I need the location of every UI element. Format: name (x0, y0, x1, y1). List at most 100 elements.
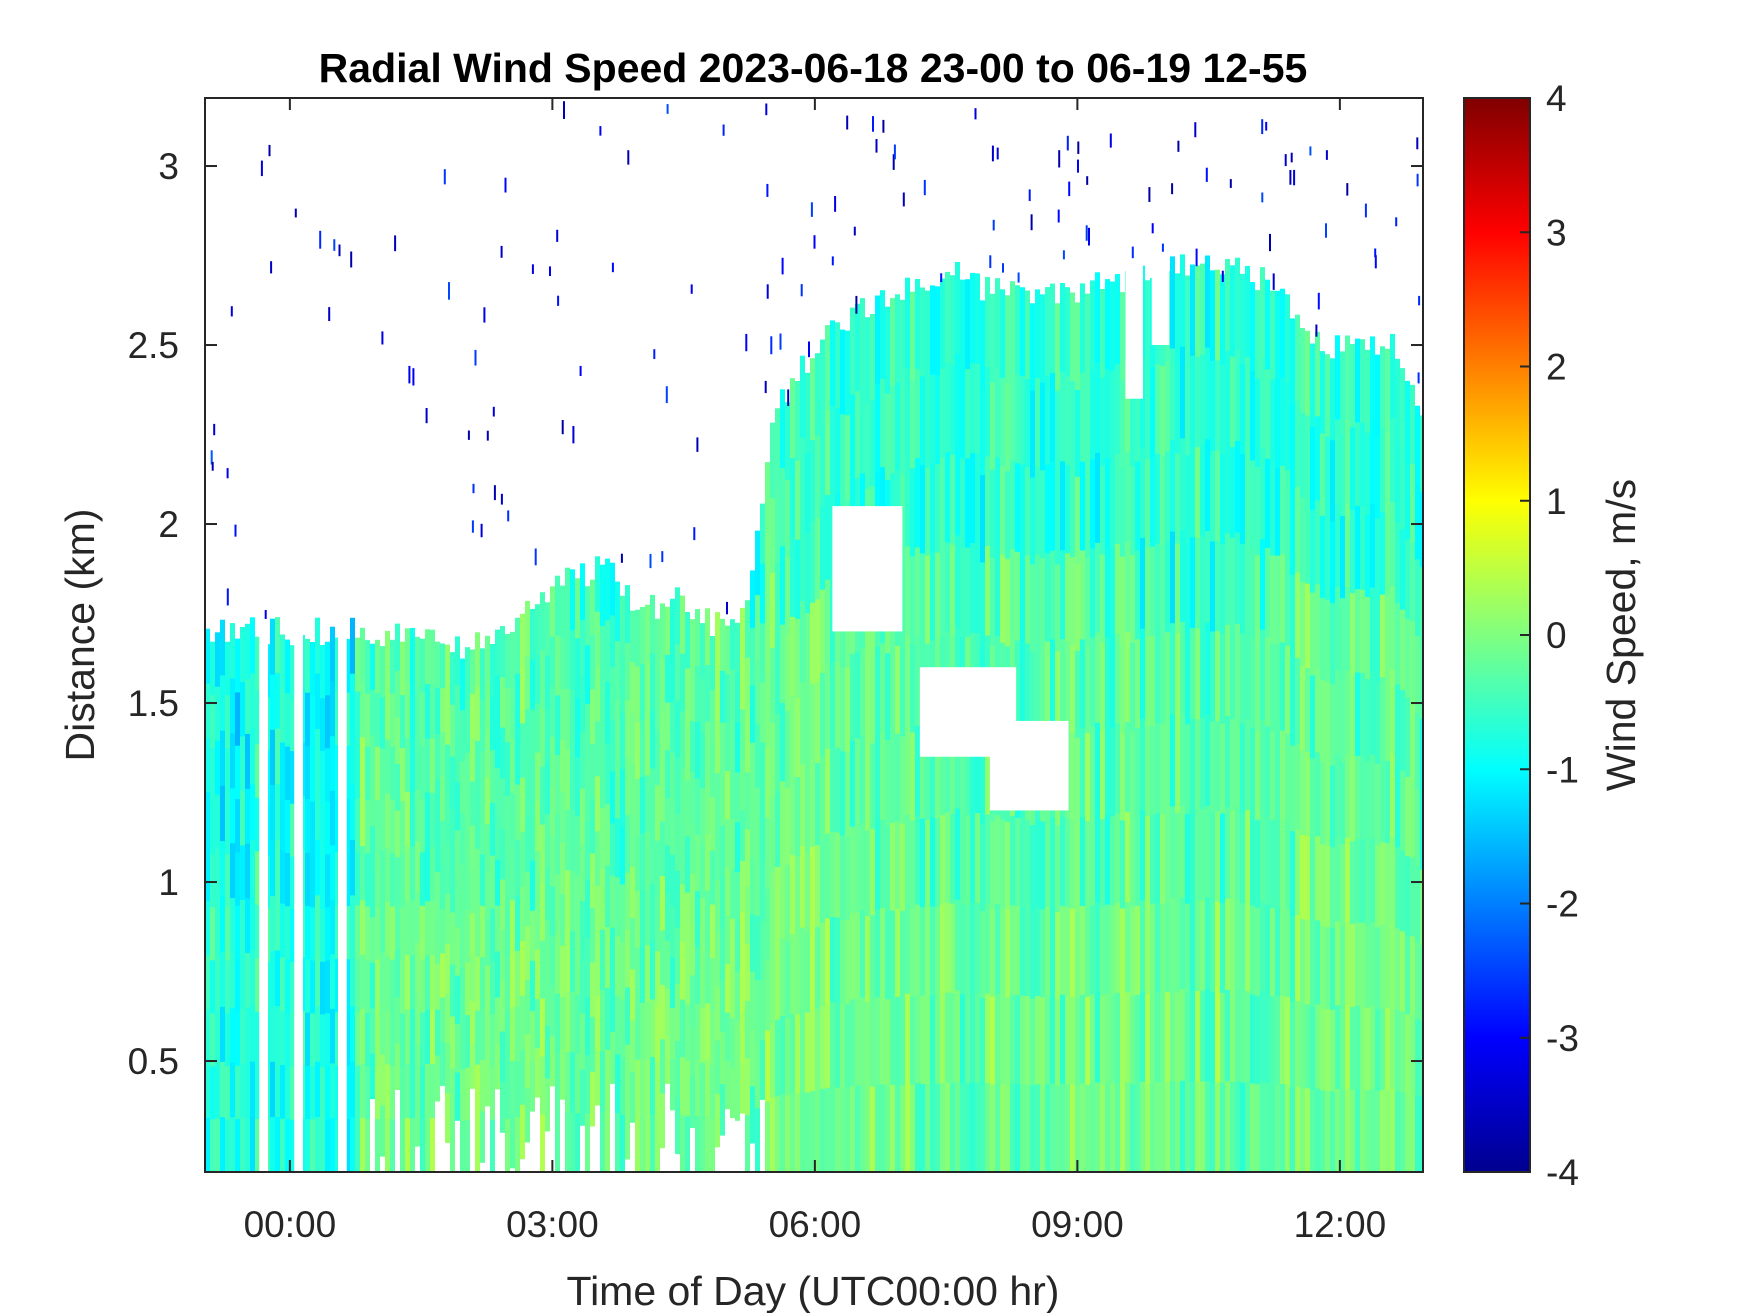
heatmap-cell (1115, 1082, 1120, 1172)
heatmap-cell (395, 903, 400, 951)
heatmap-cell (735, 622, 740, 673)
heatmap-cell (610, 875, 615, 928)
heatmap-cell (225, 906, 230, 961)
heatmap-cell (655, 840, 660, 896)
heatmap-cell (1275, 643, 1280, 732)
heatmap-cell (525, 1033, 530, 1089)
heatmap-cell (555, 754, 560, 815)
heatmap-cell (385, 901, 390, 957)
heatmap-cell (860, 997, 865, 1086)
heatmap-cell (250, 950, 255, 1007)
heatmap-cell (745, 771, 750, 830)
heatmap-cell (955, 1081, 960, 1172)
heatmap-cell (1150, 903, 1155, 994)
heatmap-cell (1190, 264, 1195, 356)
heatmap-cell (595, 556, 600, 612)
heatmap-cell (1420, 566, 1423, 643)
heatmap-cell (1090, 726, 1095, 816)
heatmap-cell (455, 733, 460, 783)
heatmap-cell (765, 604, 770, 676)
heatmap-cell (1220, 812, 1225, 904)
heatmap-cell (575, 993, 580, 1054)
heatmap-cell (1405, 539, 1410, 619)
heatmap-cell (235, 905, 240, 960)
heatmap-cell (710, 1011, 715, 1066)
heatmap-cell (1100, 995, 1105, 1085)
heatmap-cell (1065, 464, 1070, 554)
heatmap-cell (1180, 896, 1185, 989)
heatmap-cell (965, 457, 970, 548)
heatmap-cell (645, 718, 650, 776)
heatmap-cell (460, 915, 465, 968)
heatmap-cell (1000, 907, 1005, 996)
heatmap-cell (960, 904, 965, 994)
heatmap-cell (615, 758, 620, 819)
heatmap-cell (275, 1005, 280, 1062)
heatmap-cell (1275, 467, 1280, 556)
heatmap-cell (1100, 553, 1105, 643)
heatmap-cell (505, 1118, 510, 1172)
heatmap-cell (800, 600, 805, 683)
heatmap-cell (1250, 905, 1255, 995)
heatmap-cell (1210, 270, 1215, 361)
heatmap-cell (535, 899, 540, 950)
heatmap-cell (1360, 339, 1365, 423)
heatmap-cell (1195, 718, 1200, 810)
heatmap-cell (1050, 1083, 1055, 1172)
heatmap-cell (605, 926, 610, 989)
heatmap-cell (880, 907, 885, 997)
heatmap-cell (405, 900, 410, 955)
heatmap-cell (985, 724, 990, 815)
heatmap-cell (465, 752, 470, 806)
heatmap-cell (700, 842, 705, 898)
heatmap-cell (1070, 908, 1075, 997)
x-tick-label: 12:00 (1294, 1204, 1387, 1245)
heatmap-cell (1070, 380, 1075, 469)
heatmap-cell (220, 1116, 225, 1172)
heatmap-speckle (492, 406, 495, 417)
heatmap-cell (1400, 1091, 1405, 1172)
heatmap-cell (945, 811, 950, 903)
heatmap-cell (440, 731, 445, 777)
heatmap-cell (1325, 354, 1330, 437)
heatmap-cell (915, 457, 920, 548)
heatmap-cell (1420, 869, 1423, 946)
heatmap-speckle (556, 229, 559, 242)
heatmap-cell (550, 886, 555, 937)
heatmap-cell (690, 771, 695, 823)
heatmap-cell (550, 936, 555, 987)
heatmap-cell (795, 855, 800, 936)
heatmap-gap (1125, 237, 1143, 399)
heatmap-cell (1260, 991, 1265, 1082)
heatmap-cell (1410, 1093, 1415, 1172)
heatmap-cell (1200, 263, 1205, 355)
heatmap-cell (620, 653, 625, 712)
heatmap-cell (255, 636, 260, 691)
heatmap-cell (630, 866, 635, 919)
heatmap-speckle (1418, 295, 1421, 306)
heatmap-speckle (230, 306, 233, 317)
heatmap-cell (1390, 334, 1395, 419)
heatmap-cell (795, 381, 800, 461)
heatmap-cell (685, 1004, 690, 1061)
heatmap-speckle (1062, 250, 1065, 260)
heatmap-cell (370, 1053, 375, 1100)
heatmap-cell (670, 905, 675, 958)
heatmap-cell (1265, 1082, 1270, 1172)
heatmap-cell (700, 732, 705, 789)
heatmap-cell (520, 831, 525, 887)
heatmap-cell (290, 908, 295, 962)
heatmap-cell (820, 672, 825, 757)
heatmap-cell (1060, 460, 1065, 551)
heatmap-cell (820, 755, 825, 840)
heatmap-cell (415, 942, 420, 994)
heatmap-speckle (1374, 248, 1377, 258)
heatmap-cell (880, 995, 885, 1085)
heatmap-cell (495, 997, 500, 1044)
heatmap-cell (1300, 581, 1305, 667)
heatmap-cell (1155, 633, 1160, 724)
heatmap-cell (1055, 650, 1060, 739)
heatmap-cell (210, 1065, 215, 1120)
heatmap-cell (940, 993, 945, 1084)
heatmap-cell (910, 731, 915, 821)
